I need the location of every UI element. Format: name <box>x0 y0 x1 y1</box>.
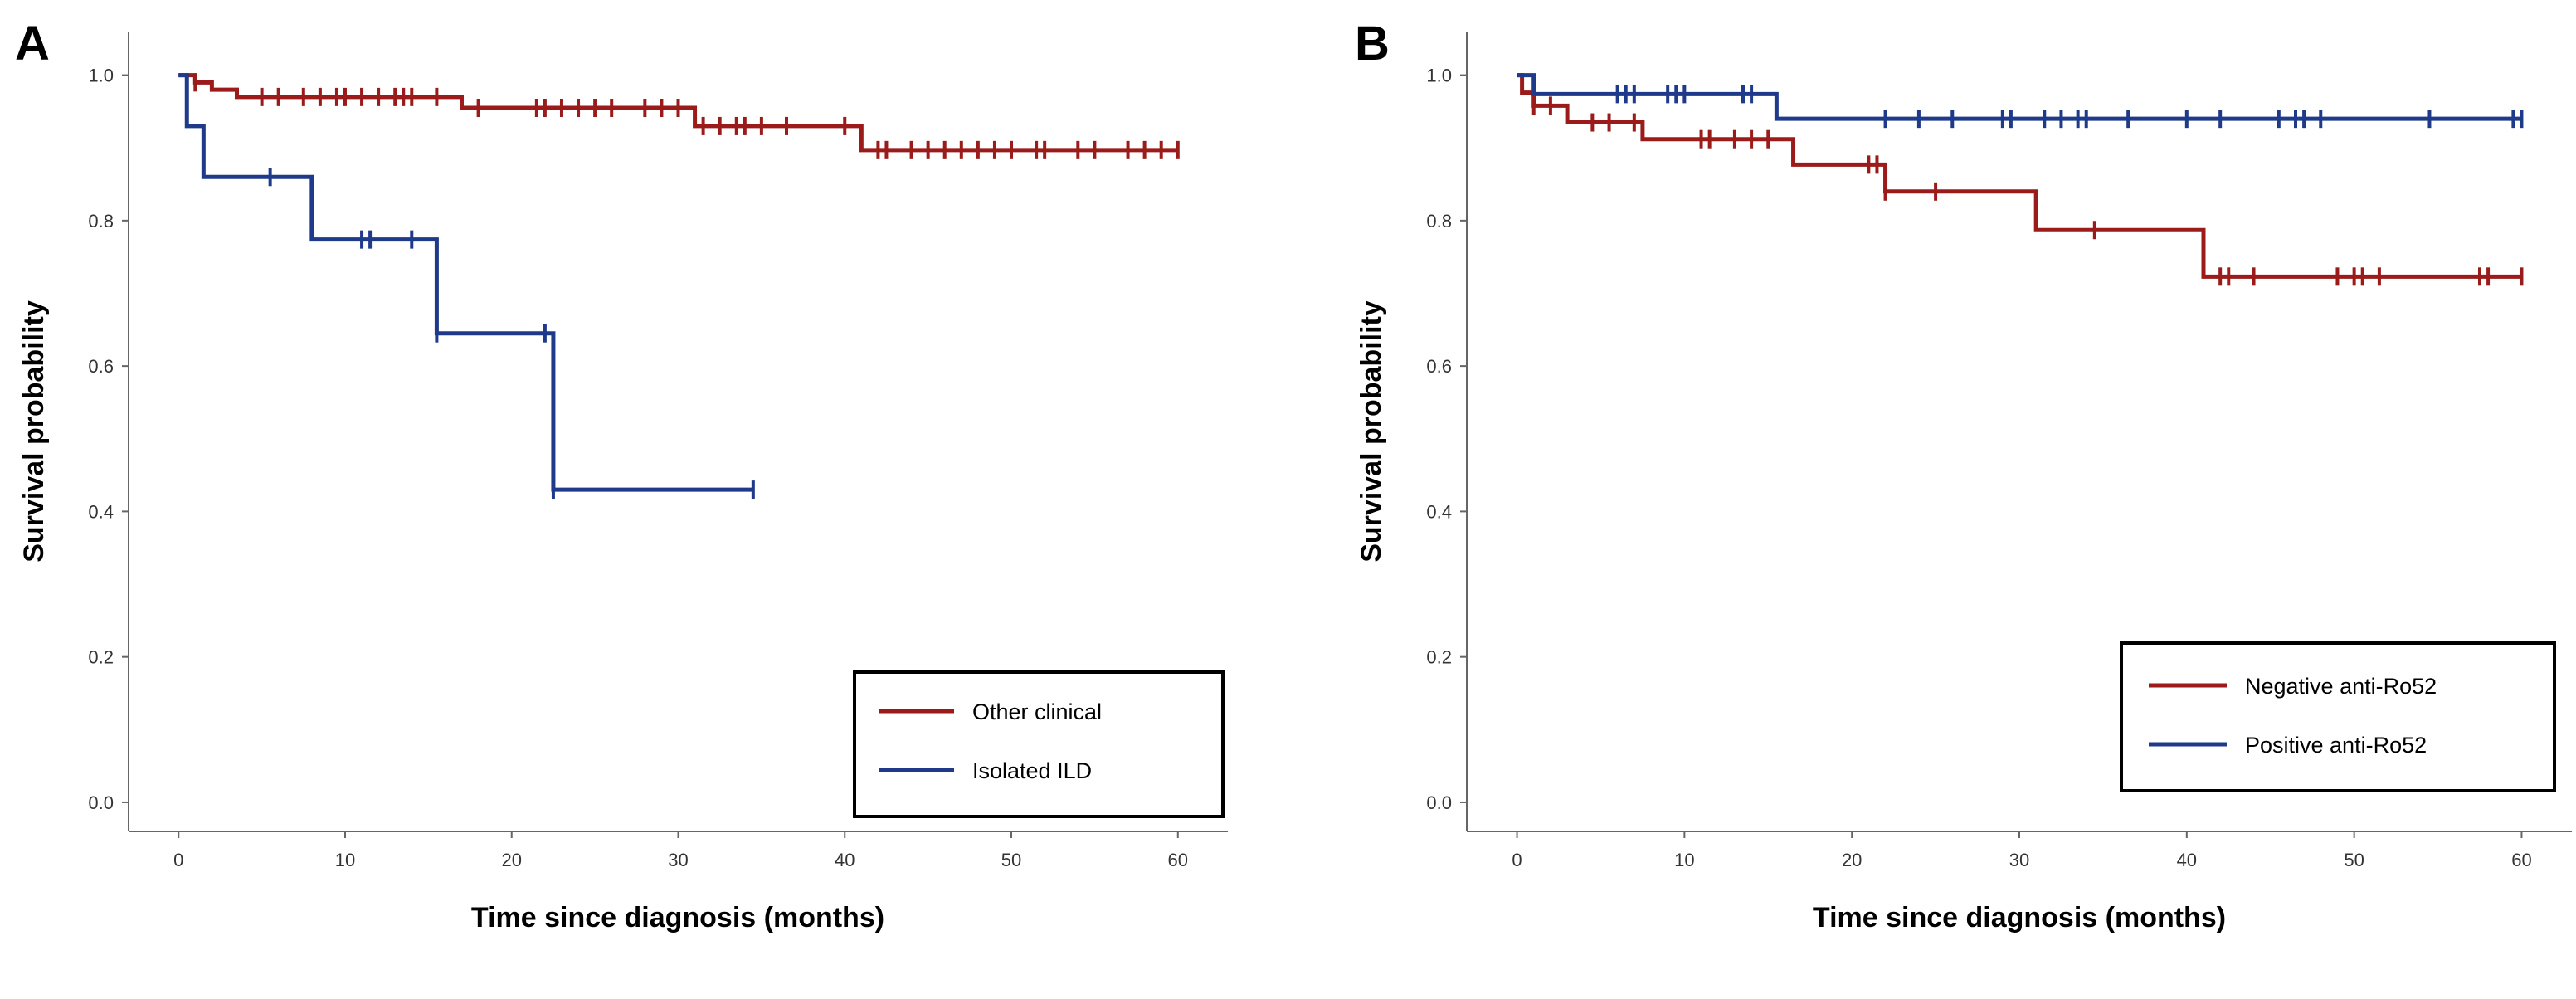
panel-b-legend: Negative anti-Ro52 Positive anti-Ro52 <box>2120 641 2556 792</box>
panel-b-x-tick-label: 40 <box>2177 850 2197 870</box>
panel-a-x-tick-label: 30 <box>668 850 688 870</box>
panel-a-letter: A <box>15 17 50 71</box>
panel-a-legend-box <box>853 670 1225 818</box>
panel-a-x-tick-label: 0 <box>173 850 183 870</box>
panel-b-series-line-0 <box>1517 73 2522 279</box>
panel-b-y-ticks: 0.0 0.2 0.4 0.6 0.8 1.0 <box>1426 66 1467 813</box>
panel-a-y-tick-label: 0.4 <box>88 501 114 522</box>
panel-a-x-tick-label: 10 <box>335 850 355 870</box>
panel-b-legend-label-1: Positive anti-Ro52 <box>2245 733 2427 758</box>
panel-a-y-tick-label: 0.6 <box>88 356 114 377</box>
panel-b-chart: B 0 10 20 30 40 50 60 0.0 0.2 0.4 0.6 0.8 1.0 Time … <box>1355 17 2572 933</box>
panel-b-x-tick-label: 30 <box>2009 850 2029 870</box>
panel-a-series-line-1 <box>178 73 753 492</box>
panel-b-x-axis-title: Time since diagnosis (months) <box>1813 902 2226 933</box>
panel-b-x-tick-label: 50 <box>2344 850 2364 870</box>
panel-b-x-tick-label: 10 <box>1674 850 1694 870</box>
panel-b-legend-box <box>2120 641 2556 792</box>
panel-b-legend-label-0: Negative anti-Ro52 <box>2245 674 2437 699</box>
panel-a-series <box>178 73 1180 500</box>
panel-a-x-axis-title: Time since diagnosis (months) <box>471 902 884 933</box>
panel-b-series <box>1517 73 2524 286</box>
panel-b-x-tick-label: 20 <box>1842 850 1862 870</box>
panel-b-series-line-1 <box>1517 73 2522 121</box>
panel-a-y-tick-label: 0.0 <box>88 792 114 813</box>
panel-b-letter: B <box>1355 17 1390 71</box>
panel-a-y-axis-title: Survival probability <box>18 300 50 563</box>
panel-a-x-tick-label: 20 <box>502 850 522 870</box>
panel-b-x-tick-label: 60 <box>2511 850 2531 870</box>
panel-a-y-ticks: 0.0 0.2 0.4 0.6 0.8 1.0 <box>88 66 129 813</box>
panel-b-x-tick-label: 0 <box>1512 850 1522 870</box>
panel-b-y-tick-label: 0.0 <box>1426 792 1452 813</box>
panel-b-y-tick-label: 0.4 <box>1426 501 1452 522</box>
panel-a-x-tick-label: 60 <box>1168 850 1188 870</box>
panel-b-y-tick-label: 0.8 <box>1426 211 1452 231</box>
panel-a-legend: Other clinical Isolated ILD <box>853 670 1225 818</box>
panel-a-y-tick-label: 1.0 <box>88 66 114 86</box>
panel-a-x-tick-label: 40 <box>835 850 855 870</box>
panel-a-x-tick-label: 50 <box>1001 850 1021 870</box>
panel-b-x-ticks: 0 10 20 30 40 50 60 <box>1512 831 2532 870</box>
panel-b-y-axis-title: Survival probability <box>1356 300 1387 563</box>
panel-a-legend-label-1: Isolated ILD <box>972 758 1092 783</box>
panel-a-series-line-0 <box>178 73 1178 153</box>
panel-b-y-tick-label: 0.6 <box>1426 356 1452 377</box>
panel-a-chart: A 0 10 20 30 40 50 60 0.0 0.2 0.4 0.6 0.8 1.0 Time … <box>15 17 1228 933</box>
panel-a-x-ticks: 0 10 20 30 40 50 60 <box>173 831 1188 870</box>
panel-a-y-tick-label: 0.2 <box>88 647 114 668</box>
panel-b-y-tick-label: 0.2 <box>1426 647 1452 668</box>
panel-b-y-tick-label: 1.0 <box>1426 66 1452 86</box>
panel-a-y-tick-label: 0.8 <box>88 211 114 231</box>
panel-a-legend-label-0: Other clinical <box>972 699 1102 724</box>
